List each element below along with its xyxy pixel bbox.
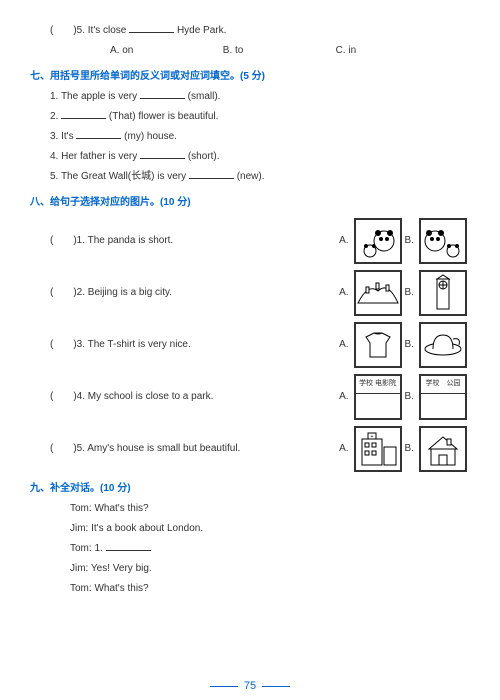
option-a-label: A. — [339, 388, 348, 406]
blank[interactable] — [140, 89, 185, 99]
option-b-image — [419, 218, 467, 264]
blank[interactable] — [129, 23, 174, 33]
option-a-image — [354, 322, 402, 368]
s7-item: 5. The Great Wall(长城) is very (new). — [50, 168, 470, 186]
option-b-label: B. — [405, 232, 414, 250]
dialogue: Tom: What's this? Jim: It's a book about… — [70, 500, 470, 598]
s8-stem: ( )2. Beijing is a big city. — [50, 284, 339, 302]
section7-title: 七、用括号里所给单词的反义词或对应词填空。(5 分) — [30, 68, 470, 86]
q5-choices: A. on B. to C. in — [110, 42, 470, 60]
s8-stem: ( )1. The panda is short. — [50, 232, 339, 250]
s7-item: 1. The apple is very (small). — [50, 88, 470, 106]
section8-title: 八、给句子选择对应的图片。(10 分) — [30, 194, 470, 212]
dlg-line: Tom: What's this? — [70, 580, 470, 598]
option-a-label: A. — [339, 336, 348, 354]
s8-row: ( )2. Beijing is a big city. A. B. — [50, 270, 470, 316]
s7-item: 4. Her father is very (short). — [50, 148, 470, 166]
page-number: 75 — [0, 680, 500, 692]
q5-prefix: ( )5. It's close — [50, 25, 126, 36]
choice-c: C. in — [336, 42, 446, 60]
option-b-label: B. — [405, 388, 414, 406]
blank[interactable] — [106, 541, 151, 551]
dlg-line: Jim: It's a book about London. — [70, 520, 470, 538]
option-b-label: B. — [405, 336, 414, 354]
s8-row: ( )1. The panda is short. A. B. — [50, 218, 470, 264]
option-b-image — [419, 426, 467, 472]
option-b-image: 学校 公园 — [419, 374, 467, 420]
option-a-image: 学校 电影院 — [354, 374, 402, 420]
choice-b: B. to — [223, 42, 333, 60]
dlg-line: Jim: Yes! Very big. — [70, 560, 470, 578]
option-a-label: A. — [339, 232, 348, 250]
option-a-label: A. — [339, 284, 348, 302]
option-b-image — [419, 322, 467, 368]
s8-row: ( )4. My school is close to a park. A. 学… — [50, 374, 470, 420]
q5-line: ( )5. It's close Hyde Park. — [50, 22, 470, 40]
option-a-image: + — [354, 426, 402, 472]
s8-row: ( )3. The T-shirt is very nice. A. B. — [50, 322, 470, 368]
option-b-label: B. — [405, 440, 414, 458]
blank[interactable] — [189, 169, 234, 179]
worksheet-page: ( )5. It's close Hyde Park. A. on B. to … — [0, 0, 500, 630]
s8-stem: ( )3. The T-shirt is very nice. — [50, 336, 339, 354]
q5-suffix: Hyde Park. — [177, 25, 226, 36]
blank[interactable] — [76, 129, 121, 139]
option-b-image — [419, 270, 467, 316]
blank[interactable] — [140, 149, 185, 159]
option-a-label: A. — [339, 440, 348, 458]
dlg-line: Tom: 1. — [70, 540, 470, 558]
option-a-image — [354, 270, 402, 316]
choice-a: A. on — [110, 42, 220, 60]
s8-stem: ( )5. Amy's house is small but beautiful… — [50, 440, 339, 458]
s7-item: 3. It's (my) house. — [50, 128, 470, 146]
dlg-line: Tom: What's this? — [70, 500, 470, 518]
option-b-label: B. — [405, 284, 414, 302]
s7-item: 2. (That) flower is beautiful. — [50, 108, 470, 126]
blank[interactable] — [61, 109, 106, 119]
option-a-image — [354, 218, 402, 264]
s8-row: ( )5. Amy's house is small but beautiful… — [50, 426, 470, 472]
section9-title: 九、补全对话。(10 分) — [30, 480, 470, 498]
svg-text:+: + — [370, 434, 373, 440]
s8-stem: ( )4. My school is close to a park. — [50, 388, 339, 406]
